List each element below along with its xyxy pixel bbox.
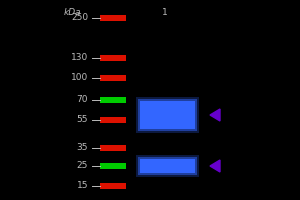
Text: 130: 130	[71, 53, 88, 62]
Text: 55: 55	[76, 116, 88, 124]
Bar	[100, 163, 126, 169]
Bar	[100, 15, 126, 21]
Bar	[136, 155, 199, 177]
Text: 100: 100	[71, 73, 88, 82]
Text: 1: 1	[162, 8, 168, 17]
Bar	[100, 97, 126, 103]
Text: 15: 15	[76, 182, 88, 190]
Polygon shape	[210, 160, 220, 172]
Text: kDa: kDa	[63, 8, 81, 17]
Bar	[100, 5, 205, 197]
Bar	[100, 55, 126, 61]
Bar	[100, 117, 126, 123]
Text: 35: 35	[76, 144, 88, 152]
Bar	[100, 75, 126, 81]
Bar	[138, 157, 197, 175]
Text: 25: 25	[76, 162, 88, 170]
Bar	[140, 101, 195, 129]
Bar	[138, 99, 197, 131]
Text: 250: 250	[71, 14, 88, 22]
Bar	[100, 145, 126, 151]
Bar	[140, 159, 195, 173]
Bar	[100, 183, 126, 189]
Bar	[136, 97, 199, 133]
Polygon shape	[210, 109, 220, 121]
Text: 70: 70	[76, 96, 88, 104]
